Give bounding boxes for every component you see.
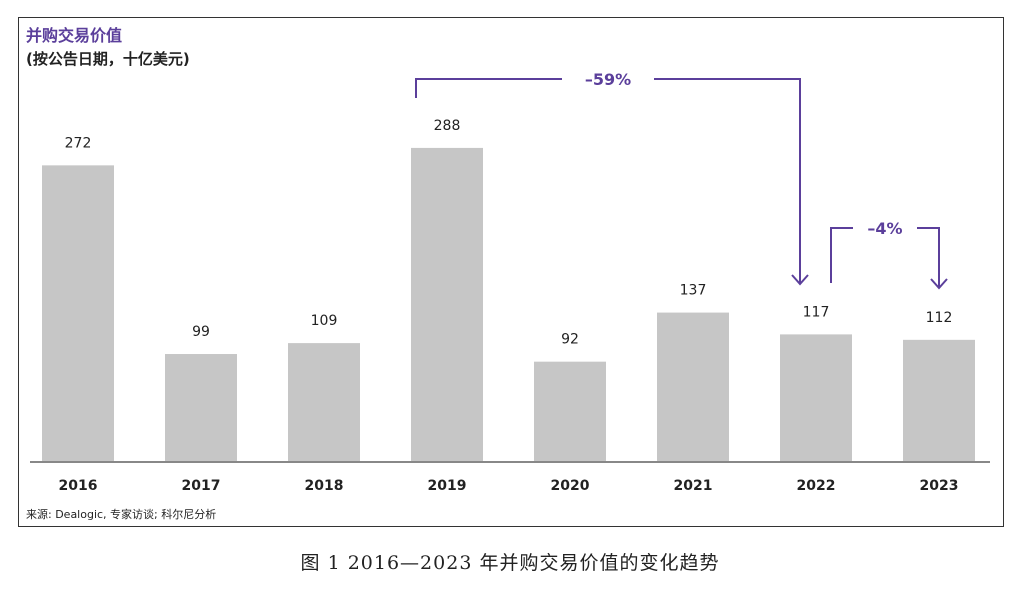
figure-frame [18, 17, 1004, 527]
x-tick-label-2023: 2023 [920, 478, 959, 494]
data-label-2019: 288 [434, 118, 461, 134]
x-tick-label-2022: 2022 [797, 478, 836, 494]
x-tick-label-2016: 2016 [59, 478, 98, 494]
chart-subtitle: (按公告日期，十亿美元) [26, 50, 190, 68]
bar-2022 [780, 334, 852, 462]
bar-2023 [903, 339, 975, 462]
bar-2016 [42, 165, 114, 462]
annotation-label-0: –59% [585, 70, 631, 89]
data-label-2023: 112 [926, 310, 953, 326]
bar-2017 [165, 354, 237, 462]
x-tick-label-2020: 2020 [551, 478, 590, 494]
bars-group: 272 2016 99 2017 109 2018 288 2019 92 2020 137 2021… [42, 118, 975, 494]
data-label-2022: 117 [803, 304, 830, 320]
data-label-2018: 109 [311, 313, 338, 329]
annotation-arrowhead-1 [930, 278, 948, 290]
x-tick-label-2017: 2017 [182, 478, 221, 494]
annotation-label-1: –4% [867, 219, 902, 238]
bar-2021 [657, 312, 729, 462]
bar-2019 [411, 147, 483, 462]
bar-2018 [288, 343, 360, 462]
annotations-group: –59% –4% [415, 70, 948, 290]
figure-caption: 图 1 2016—2023 年并购交易价值的变化趋势 [300, 552, 720, 574]
annotation-bracket-1 [830, 227, 940, 288]
data-label-2020: 92 [561, 332, 579, 348]
x-tick-label-2019: 2019 [428, 478, 467, 494]
chart-title: 并购交易价值 [26, 26, 122, 45]
x-tick-label-2018: 2018 [305, 478, 344, 494]
data-label-2016: 272 [65, 135, 92, 151]
data-label-2017: 99 [192, 324, 210, 340]
annotation-bracket-0 [415, 78, 801, 284]
bar-2020 [534, 361, 606, 462]
source-note: 来源: Dealogic, 专家访谈; 科尔尼分析 [26, 507, 216, 521]
annotation-arrowhead-0 [791, 274, 809, 286]
data-label-2021: 137 [680, 283, 707, 299]
x-tick-label-2021: 2021 [674, 478, 713, 494]
